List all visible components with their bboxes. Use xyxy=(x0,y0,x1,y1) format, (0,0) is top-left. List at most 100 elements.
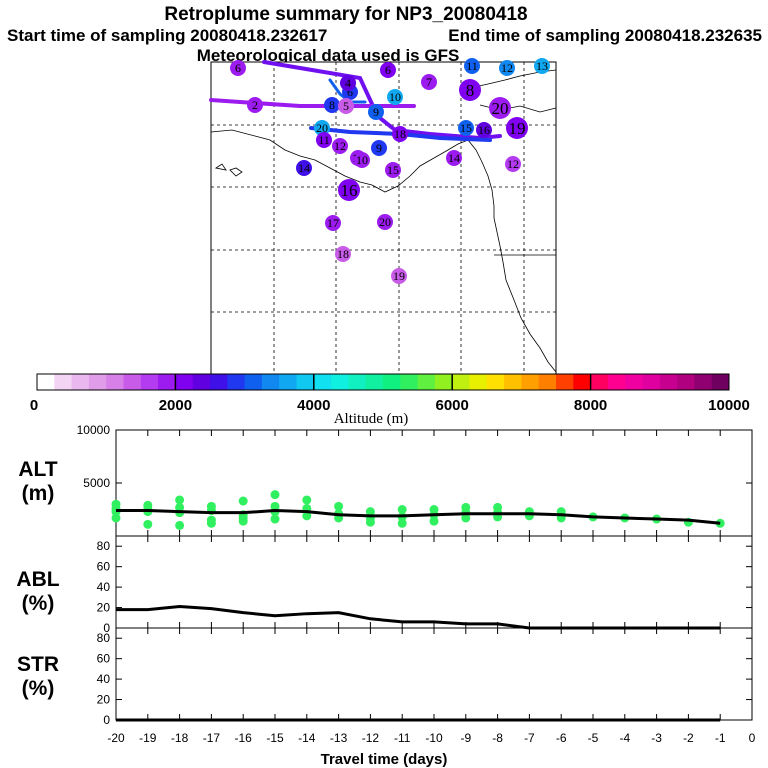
map-marker-label: 6 xyxy=(235,61,241,75)
alt-scatter-point xyxy=(175,502,185,512)
colorbar-swatch xyxy=(711,374,730,390)
map-marker-label: 7 xyxy=(426,75,432,89)
colorbar-swatch xyxy=(140,374,159,390)
colorbar-swatch xyxy=(296,374,315,390)
alt-median-line xyxy=(116,509,721,525)
alt-scatter-point xyxy=(270,501,280,511)
panel-frame xyxy=(115,627,753,721)
x-tick-label: -10 xyxy=(425,731,443,745)
map-marker-circle xyxy=(392,126,408,142)
colorbar-swatch xyxy=(400,374,419,390)
x-tick-label: -1 xyxy=(715,731,726,745)
map-marker-circle xyxy=(489,97,511,119)
alt-scatter-point xyxy=(397,505,407,514)
colorbar-swatch xyxy=(88,374,107,390)
map-marker-circle xyxy=(332,138,348,154)
colorbar-swatch xyxy=(434,374,453,390)
colorbar-swatch xyxy=(625,374,643,390)
map-marker-circle xyxy=(371,140,387,156)
colorbar-swatch xyxy=(659,374,678,390)
colorbar-tick-label: 8000 xyxy=(574,397,607,414)
x-tick-label: -2 xyxy=(683,731,694,745)
colorbar-swatch xyxy=(521,374,540,390)
start-time-label: Start time of sampling 20080418.232617 xyxy=(7,26,327,45)
colorbar-swatch xyxy=(54,374,73,390)
x-tick-label: -16 xyxy=(235,731,253,745)
x-tick-label: -15 xyxy=(266,731,284,745)
map-marker-label: 2 xyxy=(252,98,258,112)
panel-ylabel: STR xyxy=(17,653,59,676)
y-tick-label: 40 xyxy=(97,580,111,594)
y-tick-label: 40 xyxy=(97,672,111,686)
map-marker-label: 8 xyxy=(329,98,335,112)
alt-scatter-point xyxy=(302,511,312,521)
colorbar-swatch xyxy=(469,374,488,390)
panel-ylabel: (%) xyxy=(22,677,55,700)
alt-scatter-point xyxy=(238,516,248,526)
x-tick-label: -4 xyxy=(619,731,630,745)
time-series-panels: ALT(m) 500010000ABL(%)020406080STR(%)0204… xyxy=(16,423,755,768)
colorbar-swatch xyxy=(244,374,263,390)
map-marker-label: 9 xyxy=(376,141,382,155)
colorbar-swatch xyxy=(313,374,332,390)
colorbar-swatch xyxy=(106,374,124,390)
y-tick-label: 20 xyxy=(97,693,111,707)
map-marker-circle xyxy=(476,122,492,138)
alt-scatter-point xyxy=(397,518,407,528)
colorbar-swatch xyxy=(175,374,194,390)
map-marker-circle xyxy=(458,120,474,136)
y-tick-label: 5000 xyxy=(83,476,110,490)
x-tick-label: -12 xyxy=(362,731,380,745)
alt-scatter-point xyxy=(302,495,312,505)
colorbar-swatch xyxy=(227,374,246,390)
x-tick-label: -17 xyxy=(203,731,221,745)
map-marker-label: 6 xyxy=(347,85,353,99)
x-tick-label: -18 xyxy=(171,731,189,745)
colorbar-swatch xyxy=(573,374,592,390)
map-marker-circle xyxy=(391,268,407,284)
map-marker-circle xyxy=(464,58,480,74)
map-marker-label: 18 xyxy=(337,247,349,261)
x-tick-label: -14 xyxy=(298,731,316,745)
alt-scatter-point xyxy=(238,496,248,506)
panel-frame xyxy=(115,535,753,629)
map-marker-circle xyxy=(230,60,246,76)
map-marker-label: 6 xyxy=(385,63,391,77)
colorbar-label: Altitude (m) xyxy=(334,411,409,427)
x-tick-label: -20 xyxy=(107,731,125,745)
map-marker-circle xyxy=(505,156,521,172)
alt-scatter-point xyxy=(365,507,375,517)
map-marker-circle xyxy=(296,160,312,176)
map-marker-label: 15 xyxy=(460,121,472,135)
colorbar-swatch xyxy=(383,374,401,390)
colorbar-tick-label: 10000 xyxy=(708,397,750,414)
colorbar-swatch xyxy=(158,374,176,390)
map-marker-circle xyxy=(247,97,263,113)
trajectory-map: 6667812131124891052020191618151112913101… xyxy=(209,58,557,375)
x-tick-label: -11 xyxy=(394,731,411,745)
x-tick-label: -9 xyxy=(460,731,471,745)
panel-alt: ALT(m) 5000 10000 xyxy=(18,423,753,537)
alt-scatter-point xyxy=(270,514,280,524)
map-marker-label: 9 xyxy=(373,105,379,119)
x-tick-label: -6 xyxy=(556,731,567,745)
colorbar-tick-label: 0 xyxy=(30,397,38,414)
x-tick-label: -8 xyxy=(492,731,503,745)
alt-scatter-point xyxy=(175,495,185,505)
colorbar-swatch xyxy=(452,374,470,390)
x-tick-label: -13 xyxy=(330,731,348,745)
colorbar-swatch xyxy=(123,374,142,390)
x-tick-label: -7 xyxy=(524,731,535,745)
x-axis-label: Travel time (days) xyxy=(321,751,448,768)
y-tick-label: 0 xyxy=(103,621,110,635)
map-marker-circle xyxy=(338,98,354,114)
map-marker-label: 16 xyxy=(478,123,490,137)
map-marker-label: 20 xyxy=(379,215,391,229)
map-marker-label: 19 xyxy=(393,269,405,283)
panel-ylabel: ALT xyxy=(18,458,57,481)
map-marker-label: 4 xyxy=(345,76,351,90)
map-marker-circle xyxy=(385,162,401,178)
colorbar-swatch xyxy=(694,374,713,390)
map-marker-label: 11 xyxy=(318,133,330,147)
colorbar-swatch xyxy=(348,374,367,390)
